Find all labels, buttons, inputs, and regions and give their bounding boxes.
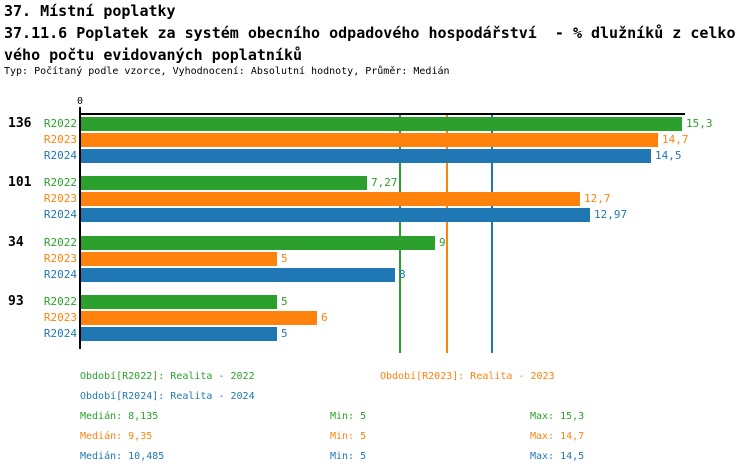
bar-value-label: 6 bbox=[321, 311, 328, 324]
bar-value-label: 12,7 bbox=[584, 192, 611, 205]
bar-series-label: R2024 bbox=[43, 149, 77, 162]
subtitle-line-2: vého počtu evidovaných poplatníků bbox=[4, 46, 303, 64]
bar-row: R2022 15,3 bbox=[0, 117, 713, 131]
bar-series-label: R2023 bbox=[43, 192, 77, 205]
page-title: 37. Místní poplatky bbox=[4, 2, 176, 20]
bar bbox=[81, 311, 317, 325]
bar-row: R2022 9 bbox=[0, 236, 446, 250]
bar-row: R2023 12,7 bbox=[0, 192, 611, 206]
bar bbox=[81, 208, 590, 222]
bar-row: R2024 5 bbox=[0, 327, 288, 341]
bar bbox=[81, 117, 682, 131]
bar-value-label: 8 bbox=[399, 268, 406, 281]
chart-meta: Typ: Počítaný podle vzorce, Vyhodnocení:… bbox=[4, 66, 450, 77]
bar-value-label: 9 bbox=[439, 236, 446, 249]
stat-min-r2023: Min: 5 bbox=[330, 431, 367, 442]
stat-median-r2023: Medián: 9,35 bbox=[80, 431, 153, 442]
bar-group-label: 101 bbox=[8, 175, 32, 190]
bar-value-label: 5 bbox=[281, 252, 288, 265]
bar-series-label: R2023 bbox=[43, 133, 77, 146]
bar bbox=[81, 133, 658, 147]
zero-tick bbox=[79, 107, 81, 115]
bar-row: R2022 7,27 bbox=[0, 176, 398, 190]
median-line-r2023 bbox=[446, 115, 448, 353]
bar-row: R2023 6 bbox=[0, 311, 328, 325]
bar-value-label: 14,7 bbox=[662, 133, 689, 146]
bar-series-label: R2023 bbox=[43, 252, 77, 265]
bar-series-label: R2022 bbox=[43, 117, 77, 130]
bar-value-label: 14,5 bbox=[655, 149, 682, 162]
bar-series-label: R2022 bbox=[43, 295, 77, 308]
bar-series-label: R2024 bbox=[43, 327, 77, 340]
y-axis-line bbox=[79, 113, 81, 349]
bar bbox=[81, 236, 435, 250]
stat-max-r2024: Max: 14,5 bbox=[530, 451, 585, 462]
legend-r2023: Období[R2023]: Realita - 2023 bbox=[380, 371, 555, 382]
median-line-r2024 bbox=[491, 115, 493, 353]
bar-value-label: 15,3 bbox=[686, 117, 713, 130]
bar-row: R2024 12,97 bbox=[0, 208, 627, 222]
median-line-r2022 bbox=[399, 115, 401, 353]
bar-series-label: R2022 bbox=[43, 236, 77, 249]
bar bbox=[81, 149, 651, 163]
legend-r2022: Období[R2022]: Realita - 2022 bbox=[80, 371, 255, 382]
bar-row: R2024 8 bbox=[0, 268, 406, 282]
legend-r2024: Období[R2024]: Realita - 2024 bbox=[80, 391, 255, 402]
stat-median-r2022: Medián: 8,135 bbox=[80, 411, 159, 422]
bar-value-label: 5 bbox=[281, 295, 288, 308]
bar-row: R2023 14,7 bbox=[0, 133, 689, 147]
bar-group-label: 34 bbox=[8, 235, 24, 250]
bar-series-label: R2023 bbox=[43, 311, 77, 324]
subtitle-line-1: 37.11.6 Poplatek za systém obecního odpa… bbox=[4, 24, 736, 42]
bar bbox=[81, 252, 277, 266]
stat-min-r2022: Min: 5 bbox=[330, 411, 367, 422]
bar bbox=[81, 268, 395, 282]
bar-value-label: 12,97 bbox=[594, 208, 628, 221]
bar bbox=[81, 192, 580, 206]
stat-min-r2024: Min: 5 bbox=[330, 451, 367, 462]
bar-row: R2024 14,5 bbox=[0, 149, 682, 163]
bar-value-label: 5 bbox=[281, 327, 288, 340]
x-axis-line bbox=[80, 113, 685, 115]
bar-series-label: R2024 bbox=[43, 268, 77, 281]
bar-series-label: R2022 bbox=[43, 176, 77, 189]
stat-median-r2024: Medián: 10,485 bbox=[80, 451, 165, 462]
bar-group-label: 136 bbox=[8, 116, 32, 131]
bar-series-label: R2024 bbox=[43, 208, 77, 221]
stat-max-r2022: Max: 15,3 bbox=[530, 411, 585, 422]
bar bbox=[81, 327, 277, 341]
zero-tick-label: 0 bbox=[76, 96, 84, 107]
bar-value-label: 7,27 bbox=[371, 176, 398, 189]
bar-group-label: 93 bbox=[8, 294, 24, 309]
bar-row: R2023 5 bbox=[0, 252, 288, 266]
bar-row: R2022 5 bbox=[0, 295, 288, 309]
bar bbox=[81, 295, 277, 309]
bar bbox=[81, 176, 367, 190]
stat-max-r2023: Max: 14,7 bbox=[530, 431, 585, 442]
